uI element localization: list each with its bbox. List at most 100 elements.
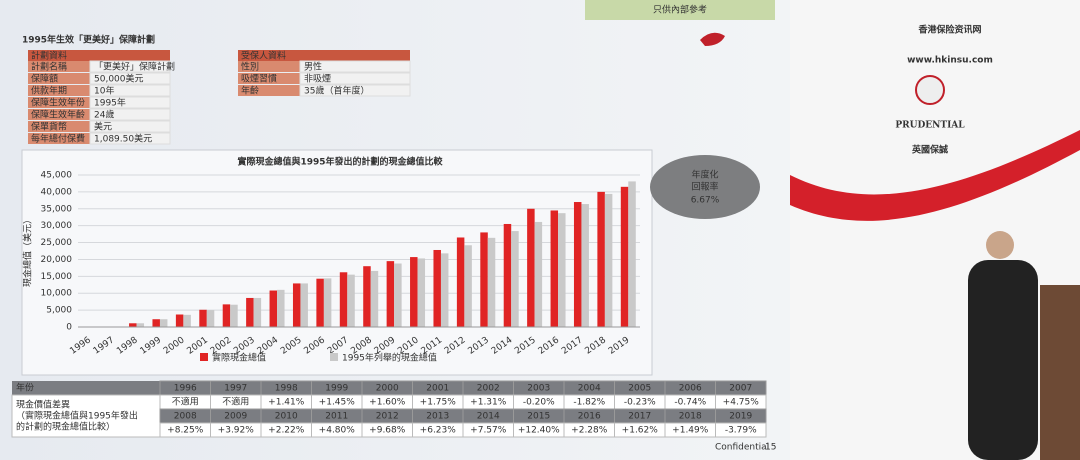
- info-value: 24歲: [94, 109, 114, 121]
- legend-label: 實際現金總值: [212, 352, 266, 364]
- bar: [206, 310, 215, 327]
- slide-logo: [700, 32, 725, 46]
- bar: [534, 221, 543, 327]
- bar: [487, 237, 496, 327]
- year: 2018: [679, 412, 702, 422]
- value: 不適用: [172, 396, 199, 408]
- y-tick-label: 10,000: [41, 289, 73, 299]
- value: +1.60%: [369, 398, 406, 408]
- info-key: 保單貨幣: [31, 121, 67, 133]
- info-value: 「更美好」保障計劃: [94, 61, 175, 73]
- info-heading-bg: [238, 50, 410, 61]
- info-value: 1,089.50美元: [94, 133, 152, 145]
- bar: [159, 319, 168, 327]
- y-axis-label: 現金總值（美元）: [22, 215, 34, 287]
- bar: [316, 278, 324, 327]
- watermark-url: www.hkinsu.com: [907, 56, 993, 66]
- bubble-line: 回報率: [691, 181, 718, 193]
- info-heading: 受保人資料: [241, 50, 286, 62]
- bar: [440, 253, 449, 327]
- info-val-bg: [89, 120, 171, 133]
- year: 2016: [578, 412, 601, 422]
- year: 2012: [376, 412, 399, 422]
- year: 2004: [578, 384, 601, 394]
- info-key: 年齡: [241, 85, 259, 97]
- value: +4.75%: [723, 398, 760, 408]
- info-val-bg: [89, 72, 171, 85]
- year: 2019: [729, 412, 752, 422]
- y-tick-label: 45,000: [41, 171, 73, 181]
- bar: [292, 283, 301, 327]
- y-tick-label: 20,000: [41, 255, 73, 265]
- info-val-bg: [299, 72, 411, 85]
- value: 不適用: [222, 396, 249, 408]
- bar: [386, 261, 395, 327]
- info-heading: 計劃資料: [31, 50, 67, 62]
- value: -0.20%: [523, 398, 555, 408]
- year: 2009: [224, 412, 247, 422]
- value: -3.79%: [725, 426, 757, 436]
- year: 2003: [527, 384, 550, 394]
- info-val-bg: [89, 60, 171, 73]
- swoosh: [790, 130, 1080, 221]
- legend-swatch: [200, 353, 208, 361]
- info-key: 保障生效年齡: [31, 109, 85, 121]
- bar: [464, 245, 472, 327]
- value: +1.49%: [672, 426, 709, 436]
- bar: [433, 249, 441, 327]
- value: +4.80%: [319, 426, 356, 436]
- bar: [269, 290, 278, 327]
- year: 2000: [376, 384, 399, 394]
- info-value: 男性: [304, 61, 322, 73]
- bar: [175, 314, 184, 327]
- year: 2011: [325, 412, 348, 422]
- y-tick-label: 5,000: [46, 306, 72, 316]
- bar: [597, 191, 605, 327]
- year: 1997: [224, 384, 247, 394]
- bar: [480, 232, 488, 327]
- bar: [199, 309, 207, 327]
- value: +9.68%: [369, 426, 406, 436]
- value: +12.40%: [518, 426, 560, 436]
- value: -0.23%: [624, 398, 656, 408]
- y-tick-label: 30,000: [41, 221, 73, 231]
- bar: [511, 231, 519, 327]
- value: +1.45%: [319, 398, 356, 408]
- legend-label: 1995年列舉的現金總值: [342, 352, 437, 364]
- value: +1.62%: [622, 426, 659, 436]
- legend-swatch: [330, 353, 338, 361]
- info-value: 10年: [94, 85, 114, 97]
- info-key: 吸煙習慣: [241, 73, 277, 85]
- value: +3.92%: [218, 426, 255, 436]
- info-value: 非吸煙: [304, 73, 331, 85]
- year: 2005: [628, 384, 651, 394]
- table-header-bg: [12, 381, 160, 395]
- bar: [339, 272, 348, 327]
- bar: [323, 278, 332, 327]
- info-value: 35歲（首年度）: [304, 85, 369, 97]
- row-label: （實際現金總值與1995年發出: [16, 410, 138, 422]
- watermark-name: 香港保险资讯网: [917, 24, 981, 36]
- logo-head: [915, 75, 945, 105]
- year: 2013: [426, 412, 449, 422]
- bar: [527, 208, 535, 327]
- year: 2007: [729, 384, 752, 394]
- y-tick-label: 25,000: [41, 238, 73, 248]
- value: +6.23%: [420, 426, 457, 436]
- info-key: 保障生效年份: [31, 97, 85, 109]
- info-key-bg: [28, 97, 90, 108]
- chart-title: 實際現金總值與1995年發出的計劃的現金總值比較: [237, 156, 443, 168]
- notice-box: [585, 0, 775, 20]
- notice: 只供內部參考: [653, 4, 707, 16]
- info-key-bg: [28, 61, 90, 72]
- value: +1.31%: [470, 398, 507, 408]
- info-val-bg: [89, 108, 171, 121]
- info-key-bg: [238, 85, 300, 96]
- bar: [503, 223, 512, 327]
- year: 2010: [275, 412, 298, 422]
- bar: [363, 266, 371, 327]
- y-tick-label: 15,000: [41, 272, 73, 282]
- info-key: 每年總付保費: [31, 133, 85, 145]
- year: 2001: [426, 384, 449, 394]
